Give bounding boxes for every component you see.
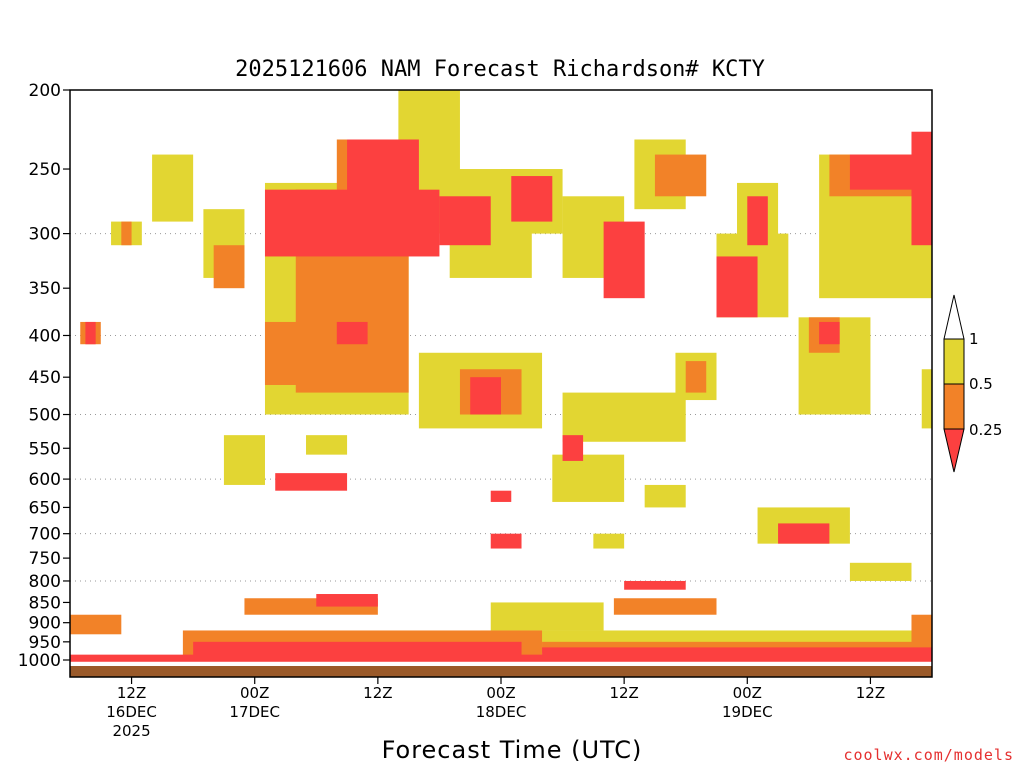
region-51 — [778, 523, 830, 544]
chart-title: 2025121606 NAM Forecast Richardson# KCTY — [235, 57, 765, 82]
ytick-label-1000: 1000 — [18, 651, 61, 671]
ytick-label-950: 950 — [29, 633, 61, 653]
ytick-label-200: 200 — [29, 81, 61, 101]
region-60 — [193, 641, 522, 657]
region-55 — [613, 598, 717, 615]
region-48 — [490, 533, 522, 549]
region-13 — [654, 154, 707, 197]
region-45 — [562, 435, 584, 461]
ytick-label-400: 400 — [29, 326, 61, 346]
ytick-label-600: 600 — [29, 470, 61, 490]
region-25 — [121, 221, 132, 246]
ytick-label-900: 900 — [29, 614, 61, 634]
region-44 — [552, 454, 625, 502]
xtick-label-5-2: 19DEC — [722, 703, 773, 721]
region-7 — [439, 196, 491, 246]
xtick-label-1-2: 17DEC — [229, 703, 280, 721]
legend-label-1: 1 — [969, 330, 979, 348]
xtick-label-0-3: 2025 — [112, 722, 150, 740]
region-39 — [819, 321, 840, 345]
xtick-label-0-1: 12Z — [117, 684, 146, 702]
y-axis-ticks: 200 250 300 350 400 450 500 550 600 650 700 750 8008… — [18, 81, 70, 671]
region-46 — [644, 484, 686, 508]
region-23 — [85, 321, 96, 345]
xtick-label-3-1: 00Z — [486, 684, 515, 702]
region-29 — [264, 321, 337, 385]
region-56 — [624, 580, 686, 590]
region-62 — [542, 647, 932, 659]
region-64 — [70, 654, 932, 662]
region-11 — [603, 221, 645, 299]
colorbar-legend: 1 0.5 0.25 — [943, 294, 1002, 473]
legend-arrow-bottom — [943, 428, 965, 473]
region-53 — [316, 594, 378, 607]
legend-label-0.5: 0.5 — [969, 375, 993, 393]
region-40 — [921, 369, 932, 429]
credit-text: coolwx.com/models — [843, 746, 1014, 764]
region-28 — [213, 245, 245, 289]
region-49 — [593, 533, 625, 549]
region-5 — [347, 139, 419, 222]
region-17 — [747, 196, 768, 246]
region-41 — [223, 435, 265, 485]
ytick-label-500: 500 — [29, 406, 61, 426]
region-57 — [849, 562, 912, 581]
xtick-label-5-1: 00Z — [733, 684, 762, 702]
ground-band — [70, 666, 932, 677]
legend-swatch-orange — [943, 383, 965, 430]
xtick-label-3-2: 18DEC — [476, 703, 527, 721]
xtick-label-1-1: 00Z — [240, 684, 269, 702]
region-15 — [716, 256, 758, 318]
region-21 — [911, 131, 932, 246]
region-30 — [336, 321, 368, 345]
ytick-label-750: 750 — [29, 549, 61, 569]
ytick-label-650: 650 — [29, 498, 61, 518]
region-34 — [562, 392, 686, 442]
ytick-label-800: 800 — [29, 572, 61, 592]
ytick-label-300: 300 — [29, 225, 61, 245]
ytick-label-250: 250 — [29, 160, 61, 180]
region-43 — [306, 435, 348, 455]
region-9 — [511, 176, 553, 222]
region-54 — [490, 602, 604, 631]
xtick-label-6-1: 12Z — [856, 684, 885, 702]
ytick-label-700: 700 — [29, 525, 61, 545]
region-63 — [542, 641, 932, 650]
xtick-label-4-1: 12Z — [609, 684, 638, 702]
x-axis-label: Forecast Time (UTC) — [382, 736, 643, 764]
ytick-label-550: 550 — [29, 439, 61, 459]
ytick-label-350: 350 — [29, 279, 61, 299]
region-layer — [70, 90, 932, 662]
legend-arrow-top — [943, 294, 965, 340]
region-26 — [152, 154, 194, 222]
region-36 — [685, 361, 707, 393]
region-42 — [275, 473, 348, 491]
legend-swatch-yellow — [943, 338, 965, 385]
legend-label-0.25: 0.25 — [969, 421, 1002, 439]
region-47 — [490, 490, 512, 502]
xtick-label-0-2: 16DEC — [106, 703, 157, 721]
ytick-label-850: 850 — [29, 593, 61, 613]
ytick-label-450: 450 — [29, 368, 61, 388]
region-33 — [470, 377, 501, 415]
xtick-label-2-1: 12Z — [363, 684, 392, 702]
region-58 — [70, 614, 122, 635]
